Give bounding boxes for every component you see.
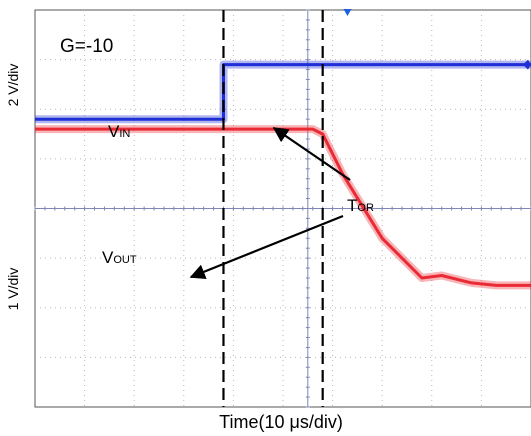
y-axis-label-lower: 1 V/div [5,268,21,311]
gain-label: G=-10 [60,36,113,57]
vout-label-main: V [102,248,114,267]
x-axis-label: Time(10 μs/div) [219,412,343,432]
tor-label: TOR [347,196,374,215]
vin-end-marker-icon [523,59,531,70]
y-axis-label-upper: 2 V/div [5,64,21,107]
vin-label: VIN [108,122,130,141]
vout-label: VOUT [102,248,137,267]
tor-arrow-to-second-cursor [272,127,351,181]
vout-label-sub: OUT [113,254,137,266]
cursor-lines [222,10,324,407]
tor-arrow-to-first-cursor [189,214,344,279]
tor-label-sub: OR [357,202,374,214]
vout-trace [35,127,531,287]
grid [34,9,531,408]
trigger-marker-icon [343,9,352,16]
vin-label-sub: IN [119,128,130,140]
tor-label-main: T [347,196,357,215]
vin-label-main: V [108,122,120,141]
